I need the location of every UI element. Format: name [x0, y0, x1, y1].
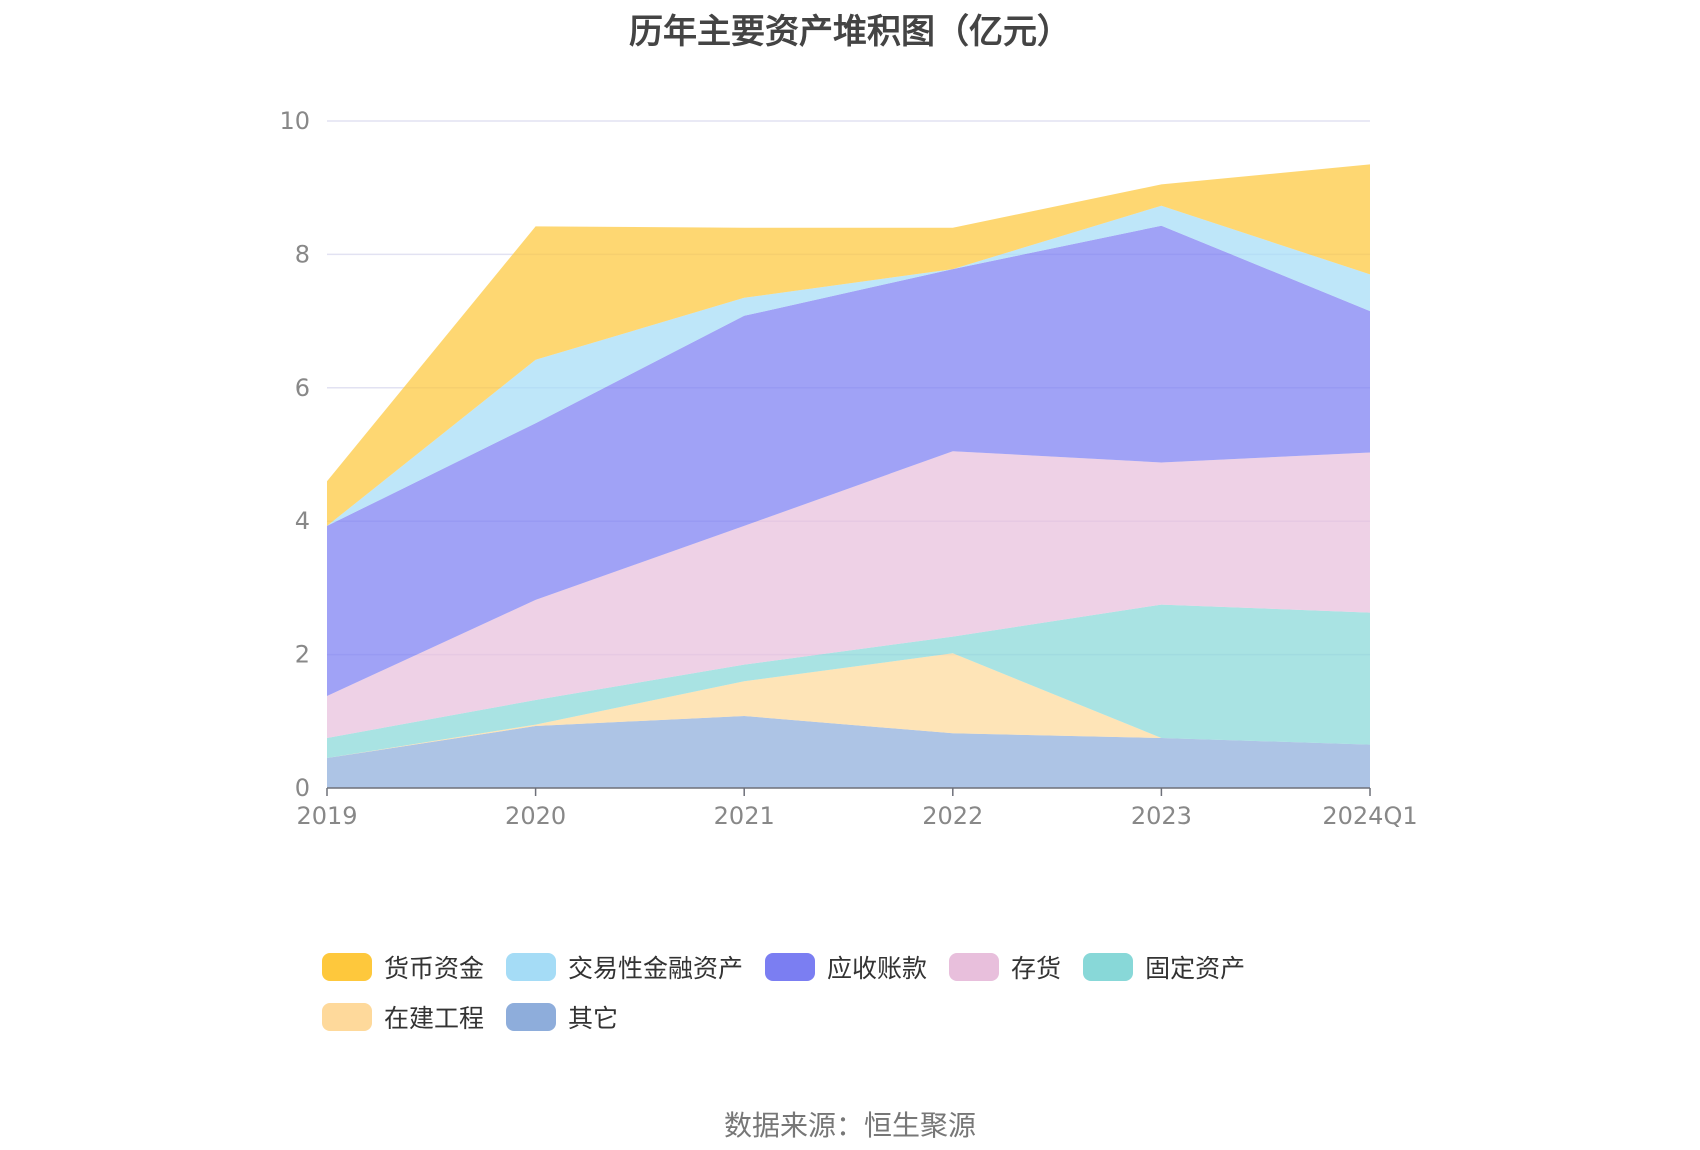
legend-swatch [322, 953, 372, 981]
legend-label: 固定资产 [1145, 954, 1246, 983]
chart-title: 历年主要资产堆积图（亿元） [629, 12, 1071, 52]
legend-label: 交易性金融资产 [568, 954, 744, 983]
legend-swatch [1083, 953, 1134, 981]
area-交易性金融资产 [327, 205, 1370, 526]
legend-swatch [765, 953, 816, 981]
x-tick-label: 2020 [505, 802, 566, 830]
x-tick-label: 2021 [714, 802, 775, 830]
y-tick-label: 6 [295, 374, 310, 402]
legend-label: 在建工程 [384, 1004, 485, 1033]
legend: 货币资金 交易性金融资产 应收账款 存货 固定资产在建工程 其它 [322, 951, 1442, 1051]
area-固定资产 [327, 604, 1370, 758]
axes: 0 2 4 6 8 10 2019 2020 2021 2022 2023 2024Q1 [279, 107, 1417, 830]
legend-swatch [322, 1003, 372, 1031]
legend-item[interactable]: 货币资金 [322, 951, 484, 983]
legend-swatch [506, 953, 557, 981]
area-在建工程 [327, 653, 1370, 758]
x-tick-label: 2023 [1131, 802, 1192, 830]
data-source: 数据来源：恒生聚源 [723, 1109, 976, 1142]
y-tick-label: 4 [295, 507, 310, 535]
area-存货 [327, 451, 1370, 738]
legend-item[interactable]: 存货 [949, 951, 1061, 983]
x-tick-label: 2022 [922, 802, 983, 830]
legend-item[interactable]: 应收账款 [765, 951, 927, 983]
legend-swatch [949, 953, 1000, 981]
y-tick-label: 8 [295, 240, 310, 268]
legend-label: 货币资金 [384, 954, 485, 983]
legend-label: 存货 [1011, 954, 1062, 983]
legend-item[interactable]: 固定资产 [1083, 951, 1245, 983]
y-tick-label: 10 [279, 107, 310, 135]
y-tick-label: 2 [295, 641, 310, 669]
legend-item[interactable]: 在建工程 [322, 1001, 484, 1033]
legend-swatch [506, 1003, 557, 1031]
legend-label: 应收账款 [827, 954, 928, 983]
x-tick-label: 2024Q1 [1322, 802, 1417, 830]
area-其它 [327, 716, 1370, 788]
legend-item[interactable]: 其它 [506, 1001, 618, 1033]
legend-label: 其它 [568, 1004, 619, 1033]
y-tick-label: 0 [295, 774, 310, 802]
area-应收账款 [327, 225, 1370, 696]
area-series-group [327, 164, 1370, 788]
area-货币资金 [327, 164, 1370, 526]
x-tick-label: 2019 [296, 802, 357, 830]
legend-item[interactable]: 交易性金融资产 [506, 951, 743, 983]
